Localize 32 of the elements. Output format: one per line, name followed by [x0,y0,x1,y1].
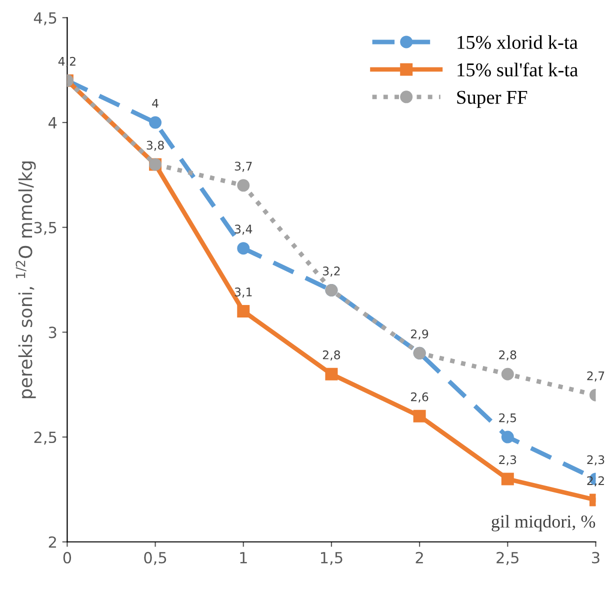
data-label: 4 [152,98,158,108]
data-label: 3,2 [322,266,340,277]
data-label: 2,5 [499,413,516,424]
x-axis-title: gil miqdori, % [492,514,596,532]
x-tick-label: 0,5 [144,552,166,565]
x-tick-label: 2,5 [496,552,518,565]
y-tick-label: 2,5 [34,432,56,445]
data-label: 2,6 [411,392,428,402]
data-label: 2,9 [411,329,428,340]
y-tick-label: 3 [48,326,56,338]
legend-label: Super FF [457,90,528,108]
y-tick-label: 3,5 [34,222,56,235]
x-tick-label: 3 [592,552,600,564]
x-tick-label: 2 [416,552,423,564]
data-label: 2,3 [499,455,516,466]
x-tick-label: 1,5 [320,552,342,565]
data-label: 3,7 [234,162,252,172]
y-tick-label: 4,5 [34,12,56,26]
data-label: 2,3 [587,455,604,466]
y-axis-title: perekis soni, $^{1/2}$O mmol/kg [16,162,36,398]
legend-label: 15% xlorid k-ta [458,35,578,50]
x-tick-label: 0 [63,552,72,564]
data-label: 3,8 [146,140,164,151]
data-label: 3,1 [234,288,252,298]
y-tick-label: 4 [48,117,57,128]
legend-label: 15% sul'fat k-ta [458,62,578,77]
data-label: 3,4 [234,224,252,235]
data-label: 2,8 [322,350,340,361]
y-tick-label: 2 [48,536,56,548]
data-label: 2,7 [587,371,604,382]
data-label: 2,8 [499,350,516,361]
x-tick-label: 1 [240,552,247,564]
